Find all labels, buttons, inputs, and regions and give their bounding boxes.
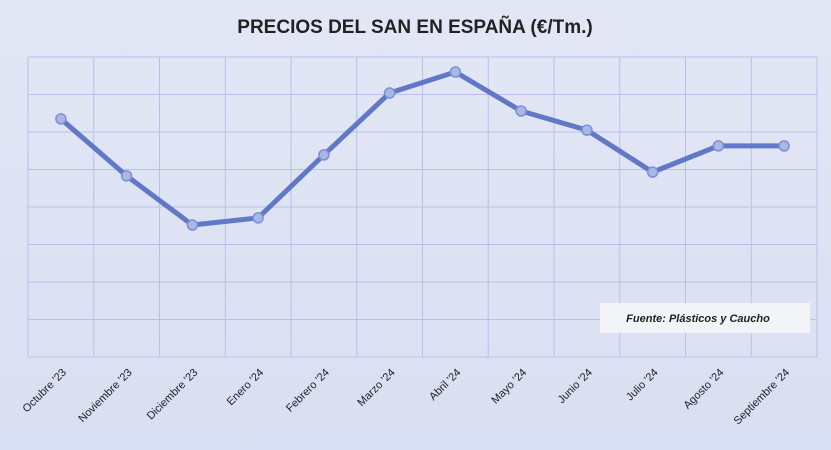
point (252, 212, 264, 224)
point (186, 219, 199, 231)
source-note: Fuente: Plásticos y Caucho (626, 313, 770, 325)
point (581, 124, 593, 136)
chart-title: PRECIOS DEL SAN EN ESPAÑA (€/Tm.) (237, 16, 592, 38)
source-box (600, 303, 810, 333)
point (778, 140, 790, 152)
point (318, 149, 330, 161)
point (449, 66, 462, 78)
line (59, 69, 785, 228)
point (120, 170, 133, 182)
point (55, 113, 67, 125)
point (383, 87, 396, 99)
point (515, 105, 527, 117)
point (646, 166, 659, 178)
point (712, 140, 725, 152)
